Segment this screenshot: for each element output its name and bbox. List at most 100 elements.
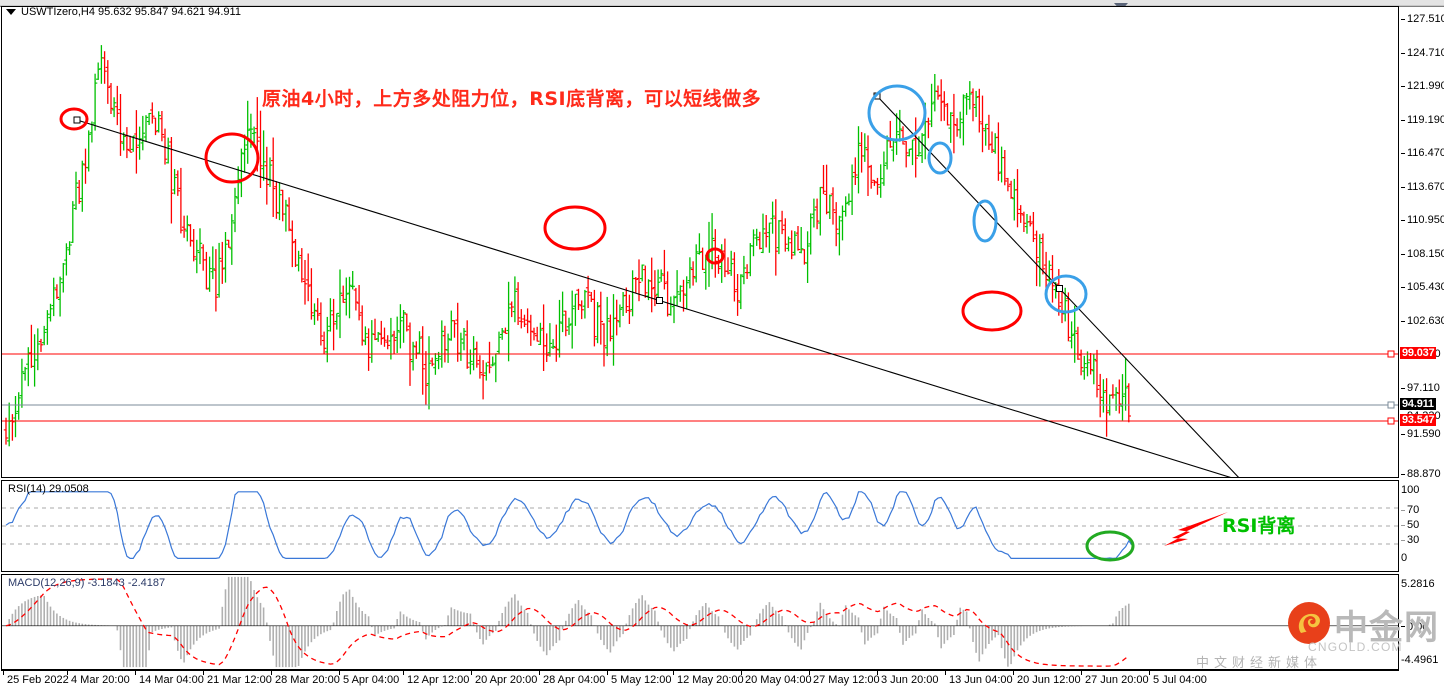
rsi-level-lines [2, 507, 1398, 545]
date-label: 5 May 12:00 [611, 674, 672, 686]
date-label: 5 Apr 04:00 [343, 674, 400, 686]
macd-indicator-panel[interactable]: MACD(12,26,9) -3.1843 -2.4187 [1, 574, 1399, 670]
rsi-tick: 30 [1401, 534, 1419, 546]
macd-histogram [5, 576, 1130, 668]
date-label: 14 Mar 04:00 [139, 674, 204, 686]
date-tick [945, 671, 946, 675]
price-tick: 119.190 [1401, 114, 1444, 126]
price-label-support[interactable]: 93.547 [1400, 414, 1437, 426]
trendline-handle [73, 116, 81, 124]
rsi-panel-label: RSI(14) 29.0508 [8, 483, 89, 495]
marker-resistance [204, 132, 260, 184]
symbol-quote-header: USWTIzero,H4 95.632 95.847 94.621 94.911 [6, 6, 241, 18]
horizontal-price-lines [2, 350, 1398, 425]
date-label: 20 Jun 12:00 [1017, 674, 1081, 686]
date-label: 5 Jul 04:00 [1153, 674, 1207, 686]
macd-tick: 0.00 [1401, 621, 1428, 633]
date-tick [607, 671, 608, 675]
date-axis[interactable]: 25 Feb 2022 4 Mar 20:00 14 Mar 04:00 21 Mar… [1, 670, 1399, 691]
scrollbar-thumb[interactable] [0, 0, 1444, 5]
rsi-tick: 100 [1401, 484, 1420, 496]
rsi-tick: 0 [1401, 552, 1408, 564]
date-tick [67, 671, 68, 675]
price-tick: 88.870 [1401, 468, 1441, 480]
price-tick: 97.110 [1401, 382, 1440, 394]
date-label: 25 Feb 2022 [7, 674, 69, 686]
date-label: 3 Jun 20:00 [881, 674, 939, 686]
symbol-quote-text: USWTIzero,H4 95.632 95.847 94.621 94.911 [21, 6, 241, 18]
date-label: 27 Jun 20:00 [1085, 674, 1149, 686]
date-tick [135, 671, 136, 675]
annotation-ellipses [59, 84, 1088, 332]
date-tick [403, 671, 404, 675]
date-label: 12 Apr 12:00 [407, 674, 470, 686]
trendline-handle [1056, 285, 1063, 292]
date-label: 28 Mar 20:00 [275, 674, 340, 686]
main-annotation-text: 原油4小时，上方多处阻力位，RSI底背离，可以短线做多 [262, 88, 762, 110]
price-tick: 110.950 [1401, 214, 1444, 226]
macd-svg [2, 576, 1398, 668]
marker-resistance [543, 205, 607, 251]
date-tick [1149, 671, 1150, 675]
date-tick [1081, 671, 1082, 675]
date-tick [203, 671, 204, 675]
date-label: 4 Mar 20:00 [71, 674, 130, 686]
marker-trendline-touch [927, 141, 953, 175]
price-tick: 102.630 [1401, 315, 1444, 327]
date-tick [1013, 671, 1014, 675]
price-tick: 121.990 [1401, 80, 1444, 92]
trendline-handle [656, 297, 663, 304]
macd-tick: -4.4961 [1401, 654, 1439, 666]
date-tick [271, 671, 272, 675]
date-label: 21 Mar 12:00 [207, 674, 272, 686]
rsi-divergence-ellipse [1085, 530, 1135, 562]
marker-resistance [961, 290, 1023, 332]
date-tick [3, 671, 4, 675]
date-tick [673, 671, 674, 675]
macd-tick: 5.2816 [1401, 578, 1435, 590]
rsi-tick: 50 [1401, 519, 1419, 531]
macd-scale[interactable]: 5.2816 0.00 -4.4961 [1398, 574, 1444, 670]
rsi-plot-area[interactable] [2, 481, 1398, 571]
rsi-line [5, 491, 1133, 560]
price-tick: 124.710 [1401, 47, 1444, 59]
price-tick: 127.510 [1401, 13, 1444, 25]
price-tick: 105.430 [1401, 281, 1444, 293]
price-label-resistance[interactable]: 99.037 [1400, 347, 1437, 359]
date-label: 20 Apr 20:00 [475, 674, 538, 686]
marker-resistance [705, 247, 725, 265]
marker-trendline-touch [867, 84, 927, 142]
date-tick [471, 671, 472, 675]
price-tick: 108.150 [1401, 248, 1444, 260]
date-tick [877, 671, 878, 675]
caret-down-icon[interactable] [6, 9, 16, 16]
date-label: 28 Apr 04:00 [543, 674, 606, 686]
rsi-tick: 70 [1401, 504, 1419, 516]
price-label-current[interactable]: 94.911 [1400, 398, 1436, 410]
marker-resistance [59, 107, 89, 131]
price-svg [2, 45, 1398, 477]
date-tick [741, 671, 742, 675]
marker-trendline-touch [972, 199, 998, 243]
rsi-svg [2, 491, 1398, 562]
candlestick-series [3, 45, 1131, 447]
rsi-arrow-icon [1164, 512, 1228, 546]
date-label: 12 May 20:00 [677, 674, 744, 686]
price-plot-area[interactable] [2, 7, 1398, 477]
date-tick [339, 671, 340, 675]
rsi-indicator-panel[interactable]: RSI(14) 29.0508 [1, 480, 1399, 572]
macd-plot-area[interactable] [2, 575, 1398, 669]
date-tick [809, 671, 810, 675]
rsi-scale[interactable]: 100 70 50 30 0 [1398, 480, 1444, 572]
price-tick: 91.590 [1401, 428, 1441, 440]
marker-trendline-touch [1044, 274, 1088, 314]
price-scale[interactable]: 127.510 124.710 121.990 119.190 116.470 113.6… [1398, 6, 1444, 480]
price-tick: 113.670 [1401, 181, 1444, 193]
date-label: 27 May 12:00 [813, 674, 880, 686]
date-label: 20 May 04:00 [745, 674, 812, 686]
date-label: 13 Jun 04:00 [949, 674, 1013, 686]
rsi-annotation-text: RSI背离 [1222, 515, 1296, 537]
price-chart-panel[interactable] [1, 6, 1399, 478]
price-tick: 116.470 [1401, 147, 1444, 159]
